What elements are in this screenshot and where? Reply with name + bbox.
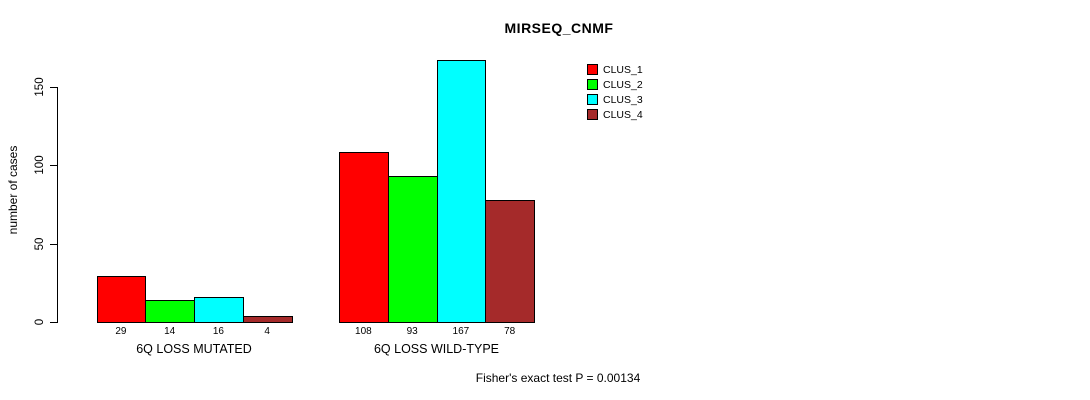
y-axis-tick bbox=[50, 86, 57, 88]
y-axis-line bbox=[57, 86, 58, 323]
legend-item: CLUS_1 bbox=[587, 62, 643, 77]
y-axis-tick-label: 0 bbox=[34, 318, 46, 326]
category-label: 6Q LOSS MUTATED bbox=[136, 342, 252, 356]
bar bbox=[96, 276, 147, 323]
bar-value-label: 29 bbox=[115, 326, 127, 337]
y-axis-tick bbox=[50, 243, 57, 245]
chart-title: MIRSEQ_CNMF bbox=[504, 20, 614, 36]
legend-swatch bbox=[587, 64, 598, 75]
legend-label: CLUS_2 bbox=[603, 78, 643, 91]
category-label: 6Q LOSS WILD-TYPE bbox=[373, 342, 500, 356]
y-axis-tick bbox=[50, 322, 57, 323]
legend-item: CLUS_2 bbox=[587, 77, 643, 92]
y-axis-tick bbox=[50, 165, 57, 166]
legend-label: CLUS_1 bbox=[603, 63, 643, 76]
legend-swatch bbox=[587, 94, 598, 105]
bar-value-label: 108 bbox=[355, 326, 372, 337]
bar bbox=[145, 300, 195, 323]
bar bbox=[387, 176, 438, 323]
y-axis-tick-label: 50 bbox=[34, 237, 46, 250]
bar bbox=[436, 60, 487, 323]
legend-swatch bbox=[587, 109, 598, 120]
fisher-test-annotation: Fisher's exact test P = 0.00134 bbox=[475, 371, 641, 385]
bar-value-label: 78 bbox=[504, 326, 516, 337]
bar-value-label: 93 bbox=[406, 326, 418, 337]
bar bbox=[242, 316, 293, 323]
bar bbox=[194, 297, 244, 323]
legend-item: CLUS_4 bbox=[587, 107, 643, 122]
y-axis-tick-label: 100 bbox=[34, 155, 46, 175]
bar bbox=[339, 152, 389, 323]
legend-swatch bbox=[587, 79, 598, 90]
legend-item: CLUS_3 bbox=[587, 92, 643, 107]
bar-value-label: 4 bbox=[264, 326, 270, 337]
legend-label: CLUS_3 bbox=[603, 93, 643, 106]
y-axis-label: number of cases bbox=[6, 145, 20, 235]
legend: CLUS_1 CLUS_2 CLUS_3 CLUS_4 bbox=[587, 62, 643, 122]
bar-value-label: 167 bbox=[452, 326, 470, 337]
bar-value-label: 16 bbox=[212, 326, 224, 337]
bar bbox=[485, 200, 535, 323]
legend-label: CLUS_4 bbox=[603, 108, 643, 121]
y-axis-tick-label: 150 bbox=[34, 76, 46, 97]
bar-value-label: 14 bbox=[164, 326, 176, 337]
